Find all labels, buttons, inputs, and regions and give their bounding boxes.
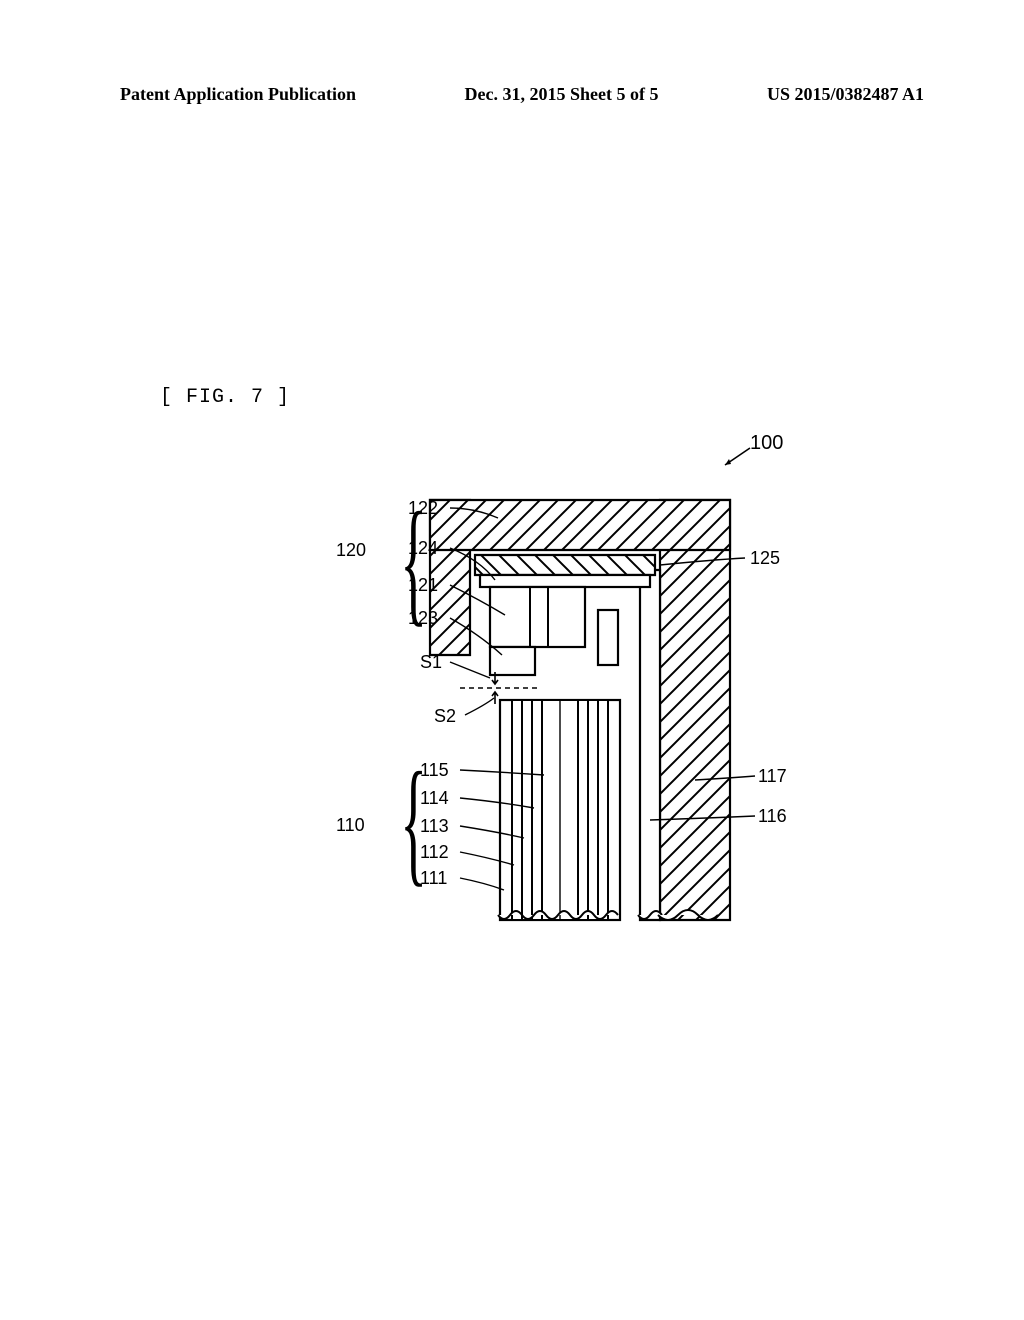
patent-diagram: 100 { 120 122 124 121 123 S1 S2 { 110 11… [330, 440, 790, 920]
label-113: 113 [420, 816, 449, 837]
page-header: Patent Application Publication Dec. 31, … [0, 84, 1024, 105]
cap-inner-block [475, 555, 655, 575]
label-115: 115 [420, 760, 449, 781]
outer-body-right [660, 500, 730, 920]
label-assembly-ref: 100 [750, 432, 783, 455]
plug-body-121 [490, 587, 585, 647]
header-right: US 2015/0382487 A1 [767, 84, 924, 105]
figure-label: [ FIG. 7 ] [160, 386, 290, 409]
header-center: Dec. 31, 2015 Sheet 5 of 5 [465, 84, 659, 105]
label-111: 111 [420, 868, 447, 889]
inner-liner-right [640, 570, 660, 920]
label-123: 123 [408, 608, 438, 629]
diagram-svg [330, 440, 790, 920]
header-left: Patent Application Publication [120, 84, 356, 105]
label-group-upper: 120 [336, 540, 366, 561]
outer-cap-top [430, 500, 730, 550]
label-group-lower: 110 [336, 815, 365, 836]
label-112: 112 [420, 842, 449, 863]
label-125: 125 [750, 548, 780, 569]
label-117: 117 [758, 766, 787, 787]
label-116: 116 [758, 806, 787, 827]
plug-post [598, 610, 618, 665]
label-121: 121 [408, 575, 438, 596]
label-s2: S2 [434, 706, 456, 727]
label-124: 124 [408, 538, 438, 559]
label-s1: S1 [420, 652, 442, 673]
label-122: 122 [408, 498, 438, 519]
label-114: 114 [420, 788, 449, 809]
plate-124 [480, 575, 650, 587]
